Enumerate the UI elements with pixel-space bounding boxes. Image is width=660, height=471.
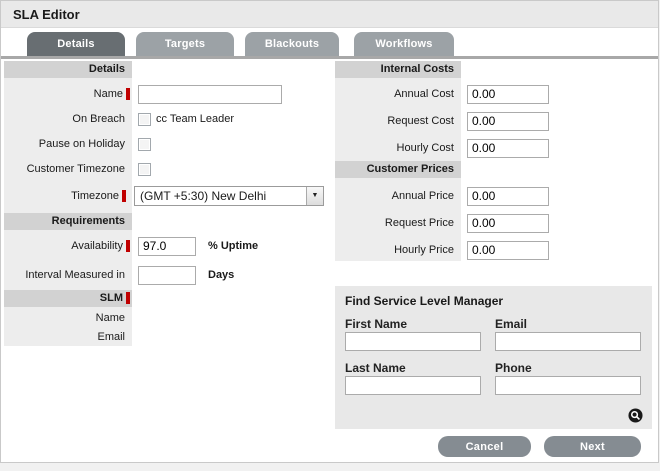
email-label: Email: [495, 317, 528, 331]
request-price-row: Request Price: [335, 212, 655, 234]
email-input[interactable]: [495, 332, 641, 351]
next-button[interactable]: Next: [544, 436, 641, 457]
timezone-select[interactable]: (GMT +5:30) New Delhi ▼: [134, 186, 324, 206]
tab-workflows[interactable]: Workflows: [354, 32, 454, 56]
customer-timezone-checkbox[interactable]: [138, 162, 151, 176]
cancel-button[interactable]: Cancel: [438, 436, 531, 457]
required-marker: [126, 292, 130, 305]
tab-blackouts[interactable]: Blackouts: [245, 32, 339, 56]
tab-targets[interactable]: Targets: [136, 32, 234, 56]
availability-label: Availability: [4, 240, 132, 253]
name-input[interactable]: [138, 84, 282, 104]
phone-label: Phone: [495, 361, 532, 375]
section-header-customer-prices: Customer Prices: [335, 161, 461, 178]
required-marker: [122, 190, 126, 203]
pause-on-holiday-row: Pause on Holiday: [4, 136, 324, 152]
annual-price-label: Annual Price: [391, 190, 454, 202]
slm-email-label: Email: [97, 330, 125, 343]
request-cost-row: Request Cost: [335, 110, 655, 132]
timezone-row: Timezone (GMT +5:30) New Delhi ▼: [4, 186, 324, 206]
interval-input[interactable]: [138, 265, 196, 285]
customer-timezone-row: Customer Timezone: [4, 161, 324, 177]
availability-input[interactable]: [138, 236, 196, 256]
customer-timezone-label: Customer Timezone: [26, 163, 125, 175]
interval-suffix: Days: [208, 269, 235, 281]
request-price-label: Request Price: [384, 217, 454, 229]
hourly-price-label: Hourly Price: [394, 244, 454, 256]
pause-on-holiday-label: Pause on Holiday: [38, 138, 125, 150]
pause-on-holiday-checkbox[interactable]: [138, 137, 151, 151]
hourly-price-row: Hourly Price: [335, 239, 655, 261]
interval-row: Interval Measured in Days: [4, 264, 324, 286]
required-marker: [126, 240, 130, 253]
cc-team-leader-label: cc Team Leader: [156, 113, 235, 125]
annual-cost-label: Annual Cost: [394, 88, 454, 100]
request-cost-input[interactable]: [467, 111, 549, 131]
search-icon[interactable]: [628, 408, 643, 423]
availability-suffix: % Uptime: [208, 240, 259, 252]
tabbar-divider: [1, 56, 658, 59]
annual-price-row: Annual Price: [335, 185, 655, 207]
interval-label: Interval Measured in: [25, 269, 125, 281]
on-breach-label: On Breach: [72, 113, 125, 125]
request-price-input[interactable]: [467, 213, 549, 233]
timezone-selected-value: (GMT +5:30) New Delhi: [140, 189, 267, 203]
annual-price-input[interactable]: [467, 186, 549, 206]
section-header-details: Details: [4, 61, 132, 78]
hourly-price-input[interactable]: [467, 240, 549, 260]
on-breach-row: On Breach cc Team Leader: [4, 111, 324, 127]
tab-details[interactable]: Details: [27, 32, 125, 56]
hourly-cost-label: Hourly Cost: [396, 142, 454, 154]
annual-cost-row: Annual Cost: [335, 83, 655, 105]
hourly-cost-row: Hourly Cost: [335, 137, 655, 159]
chevron-down-icon[interactable]: ▼: [306, 187, 323, 205]
slm-name-label: Name: [95, 311, 125, 324]
page-title: SLA Editor: [1, 1, 658, 28]
section-header-internal-costs: Internal Costs: [335, 61, 461, 78]
phone-input[interactable]: [495, 376, 641, 395]
slm-email-row: Email: [4, 329, 324, 344]
required-marker: [126, 88, 130, 101]
slm-name-row: Name: [4, 310, 324, 325]
name-row: Name: [4, 83, 324, 105]
section-header-slm: SLM: [4, 290, 132, 307]
section-header-requirements: Requirements: [4, 213, 132, 230]
name-label: Name: [4, 88, 132, 101]
annual-cost-input[interactable]: [467, 84, 549, 104]
find-slm-title: Find Service Level Manager: [345, 294, 504, 308]
first-name-input[interactable]: [345, 332, 481, 351]
last-name-input[interactable]: [345, 376, 481, 395]
request-cost-label: Request Cost: [387, 115, 454, 127]
last-name-label: Last Name: [345, 361, 406, 375]
timezone-label: Timezone: [4, 190, 128, 203]
first-name-label: First Name: [345, 317, 408, 331]
availability-row: Availability % Uptime: [4, 235, 324, 257]
hourly-cost-input[interactable]: [467, 138, 549, 158]
cc-team-leader-checkbox[interactable]: [138, 112, 151, 126]
find-slm-panel: Find Service Level Manager First Name Em…: [335, 286, 652, 429]
